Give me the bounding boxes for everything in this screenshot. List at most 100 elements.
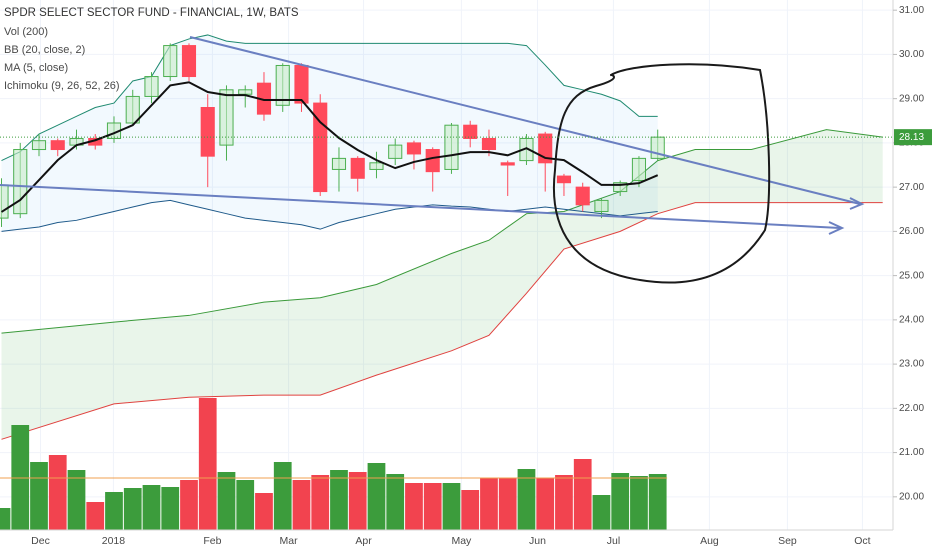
y-tick-label: 20.00 [899, 491, 924, 502]
volume-bar [198, 398, 217, 530]
x-tick-label: Jun [529, 535, 546, 547]
trend-line [189, 36, 861, 205]
volume-bar [536, 478, 555, 530]
candle-body [50, 140, 65, 151]
volume-bar [86, 502, 105, 530]
indicator-label: Vol (200) [4, 26, 48, 38]
moving-average [0, 81, 659, 213]
span-a [1, 129, 883, 334]
y-tick-label: 22.00 [899, 403, 924, 414]
x-tick-label: Jul [607, 535, 620, 547]
candle-body [125, 95, 140, 124]
x-tick-label: Mar [279, 535, 298, 547]
candle-body [331, 157, 347, 170]
candle-body [238, 89, 253, 95]
bb-lower [1, 199, 658, 232]
last-price-label: 28.13 [899, 132, 924, 143]
candle-body [556, 175, 572, 184]
candle-body [31, 140, 47, 151]
volume-bar [648, 474, 667, 530]
volume-bar [180, 480, 198, 530]
volume-bar [555, 475, 573, 530]
arrow-head [828, 221, 845, 235]
candle-body [350, 157, 365, 179]
x-tick-label: Dec [31, 535, 50, 547]
volume-bar [48, 455, 67, 530]
x-tick-label: Aug [700, 535, 719, 547]
volume-bar [480, 478, 498, 530]
candle-body [575, 186, 590, 206]
cloud-fill [1, 129, 883, 440]
volume-bar [367, 463, 386, 530]
candle-body [181, 45, 197, 78]
y-tick-label: 27.00 [899, 182, 924, 193]
ichimoku-cloud [1, 129, 883, 440]
volume-bar [573, 459, 592, 530]
x-tick-label: Apr [355, 535, 372, 547]
trend-line [0, 184, 841, 229]
volume-bar [405, 483, 423, 530]
y-tick-label: 23.00 [899, 359, 924, 370]
grid [0, 0, 893, 530]
candles [0, 43, 665, 227]
candle-body [463, 124, 478, 139]
volume-bar [442, 483, 461, 530]
y-tick-label: 25.00 [899, 270, 924, 281]
volume-bar [217, 472, 236, 530]
candle-body [481, 137, 497, 151]
x-tick-label: Oct [854, 535, 870, 547]
volume-bar [105, 492, 123, 530]
span-b [1, 202, 883, 440]
volume-bar [236, 480, 255, 530]
y-tick-label: 21.00 [899, 447, 924, 458]
candle-body [444, 124, 459, 170]
chart-title: SPDR SELECT SECTOR FUND - FINANCIAL, 1W,… [4, 7, 299, 19]
y-tick-label: 31.00 [899, 5, 924, 16]
volume-bar [67, 470, 86, 530]
volume-bar [592, 495, 611, 530]
volume-bar [498, 478, 517, 530]
volume-bar [611, 473, 630, 530]
bb-upper [1, 34, 658, 162]
candle-body [425, 149, 440, 173]
arrow-head [849, 197, 865, 210]
volume-bar [161, 487, 180, 530]
indicator-label: Ichimoku (9, 26, 52, 26) [4, 80, 120, 92]
candle-body [0, 184, 9, 219]
hand-drawn-circle [553, 63, 771, 284]
candle-body [275, 64, 290, 106]
volume-bar [348, 472, 367, 530]
x-tick-label: May [451, 535, 472, 547]
volume-bar [330, 470, 348, 530]
candle-body [144, 76, 159, 97]
volume-bar [0, 508, 11, 530]
candle-body [406, 142, 422, 155]
volume-bar [123, 488, 142, 530]
candle-body [369, 162, 384, 170]
bb-fill [1, 34, 658, 232]
volume-bar [311, 475, 330, 530]
volume-bar [461, 490, 480, 530]
candle-body [613, 182, 628, 193]
volume-bar [142, 485, 161, 530]
volume-bar [255, 493, 273, 530]
x-tick-label: Feb [203, 535, 221, 547]
candle-body [388, 144, 403, 159]
bollinger-bands [1, 34, 658, 232]
x-tick-label: 2018 [102, 535, 126, 547]
ma-line [0, 81, 659, 213]
annotations [0, 36, 865, 284]
legend: SPDR SELECT SECTOR FUND - FINANCIAL, 1W,… [4, 7, 299, 92]
volume-bar [386, 474, 405, 530]
y-tick-label: 30.00 [899, 49, 924, 60]
volume-bar [30, 462, 48, 530]
volume-bar [517, 469, 536, 530]
y-tick-label: 29.00 [899, 93, 924, 104]
volume [0, 398, 668, 530]
x-tick-label: Sep [778, 535, 797, 547]
candle-body [594, 199, 609, 212]
axes: 20.00 21.00 22.00 23.00 24.00 25.00 26.00 27.00… [0, 5, 932, 547]
volume-bar [630, 476, 648, 530]
indicator-label: BB (20, close, 2) [4, 44, 85, 56]
